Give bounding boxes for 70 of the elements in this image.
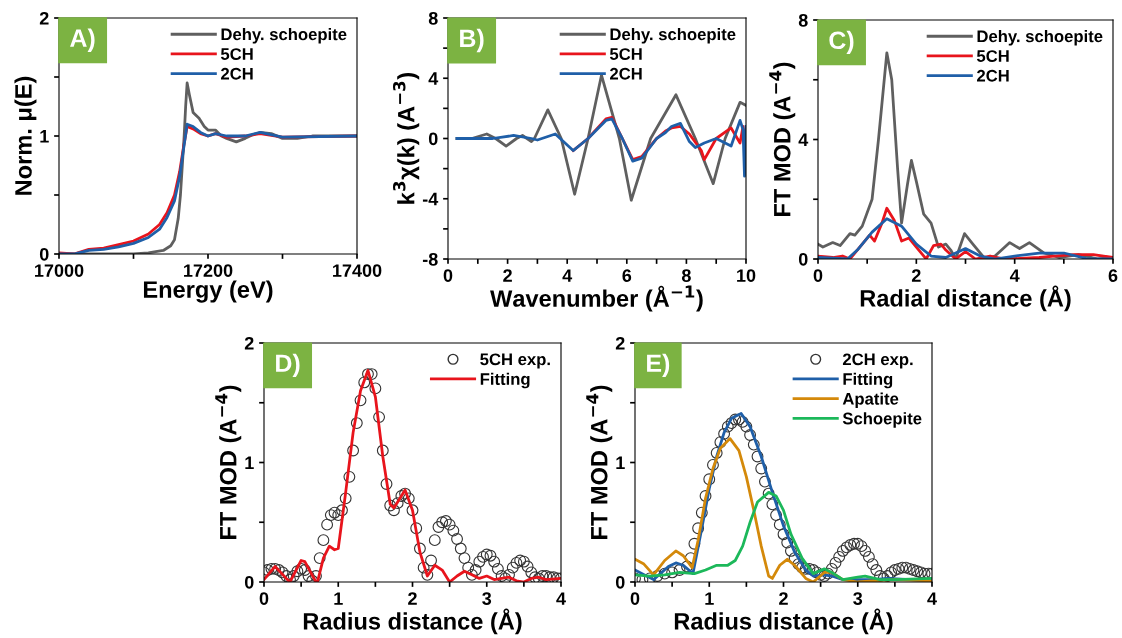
y-tick-label: -4 bbox=[422, 192, 439, 206]
y-tick-label: 2 bbox=[39, 11, 49, 25]
x-tick-label: 17000 bbox=[35, 264, 84, 277]
legend-label: 5CH bbox=[220, 48, 253, 60]
x-tick-label: 8 bbox=[681, 269, 691, 282]
x-tick-label: 1 bbox=[334, 592, 343, 605]
legend-label: 5CH exp. bbox=[480, 353, 550, 369]
y-axis-title: FT MOD (A$^{−4}$) bbox=[769, 62, 796, 216]
x-axis-title: Radius distance (Å) bbox=[674, 608, 893, 635]
x-axis-title: Radius distance (Å) bbox=[303, 608, 522, 635]
legend-label: Fitting bbox=[843, 372, 893, 389]
y-axis-title: Norm. μ(E) bbox=[14, 76, 37, 195]
annotation: A) bbox=[70, 28, 95, 52]
x-tick-label: 2 bbox=[779, 592, 788, 605]
x-tick-label: 6 bbox=[622, 269, 632, 282]
x-tick-label: 0 bbox=[630, 592, 640, 605]
x-tick-label: 2 bbox=[503, 269, 512, 282]
x-tick-label: 0 bbox=[443, 269, 453, 282]
y-tick-label: -8 bbox=[422, 252, 438, 266]
y-tick-label: 2 bbox=[244, 336, 254, 350]
y-axis-title: k$^{3}$χ(k) (A$^{−3}$) bbox=[393, 72, 420, 204]
y-tick-label: 4 bbox=[428, 72, 439, 85]
x-tick-label: 1 bbox=[705, 592, 714, 605]
x-tick-label: 10 bbox=[737, 269, 756, 282]
legend-label: 2CH bbox=[977, 69, 1009, 82]
x-axis-title: Wavenumber (Å$^{−1}$) bbox=[490, 285, 703, 312]
x-tick-label: 4 bbox=[927, 592, 937, 605]
legend-label: Dehy. schoepite bbox=[610, 28, 736, 44]
x-tick-label: 2 bbox=[408, 592, 417, 605]
x-tick-label: 17400 bbox=[333, 264, 382, 277]
legend-label: Fitting bbox=[480, 372, 530, 389]
x-tick-label: 0 bbox=[813, 269, 823, 282]
y-tick-label: 0 bbox=[39, 247, 49, 261]
x-axis-title: Radial distance (Å) bbox=[860, 285, 1071, 312]
y-axis-title: FT MOD (A$^{−4}$) bbox=[215, 385, 242, 539]
legend-label: Dehy. schoepite bbox=[977, 30, 1103, 46]
x-tick-label: 4 bbox=[562, 269, 573, 282]
legend-label: 2CH exp. bbox=[842, 353, 913, 369]
x-tick-label: 3 bbox=[853, 592, 863, 606]
legend-label: Schoepite bbox=[842, 412, 922, 428]
x-tick-label: 3 bbox=[482, 592, 492, 606]
legend-label: 5CH bbox=[609, 48, 642, 60]
annotation: C) bbox=[829, 30, 854, 55]
y-tick-label: 1 bbox=[245, 456, 254, 470]
y-tick-label: 0 bbox=[798, 252, 808, 266]
x-tick-label: 4 bbox=[556, 592, 566, 605]
y-tick-label: 1 bbox=[616, 456, 625, 470]
y-tick-label: 0 bbox=[615, 575, 625, 589]
annotation: E) bbox=[647, 353, 670, 378]
y-tick-label: 4 bbox=[798, 133, 809, 147]
annotation: D) bbox=[276, 353, 300, 378]
x-tick-label: 6 bbox=[1108, 269, 1118, 282]
x-tick-label: 17200 bbox=[184, 264, 233, 277]
y-tick-label: 8 bbox=[428, 11, 438, 25]
y-tick-label: 0 bbox=[428, 132, 438, 146]
legend-label: 2CH bbox=[221, 67, 253, 80]
x-tick-label: 4 bbox=[1009, 269, 1020, 282]
y-axis-title: FT MOD (A$^{−4}$) bbox=[586, 385, 613, 539]
legend-label: Dehy. schoepite bbox=[221, 28, 347, 44]
legend-label: 5CH bbox=[976, 50, 1009, 62]
x-tick-label: 2 bbox=[911, 269, 921, 282]
y-tick-label: 8 bbox=[798, 13, 808, 27]
y-tick-label: 2 bbox=[615, 336, 625, 350]
legend-label: 2CH bbox=[610, 67, 642, 80]
x-axis-title: Energy (eV) bbox=[143, 280, 273, 303]
y-tick-label: 1 bbox=[40, 130, 49, 143]
y-tick-label: 0 bbox=[244, 575, 254, 589]
x-tick-label: 0 bbox=[259, 592, 269, 605]
annotation: B) bbox=[460, 28, 484, 53]
legend-label: Apatite bbox=[842, 392, 899, 409]
